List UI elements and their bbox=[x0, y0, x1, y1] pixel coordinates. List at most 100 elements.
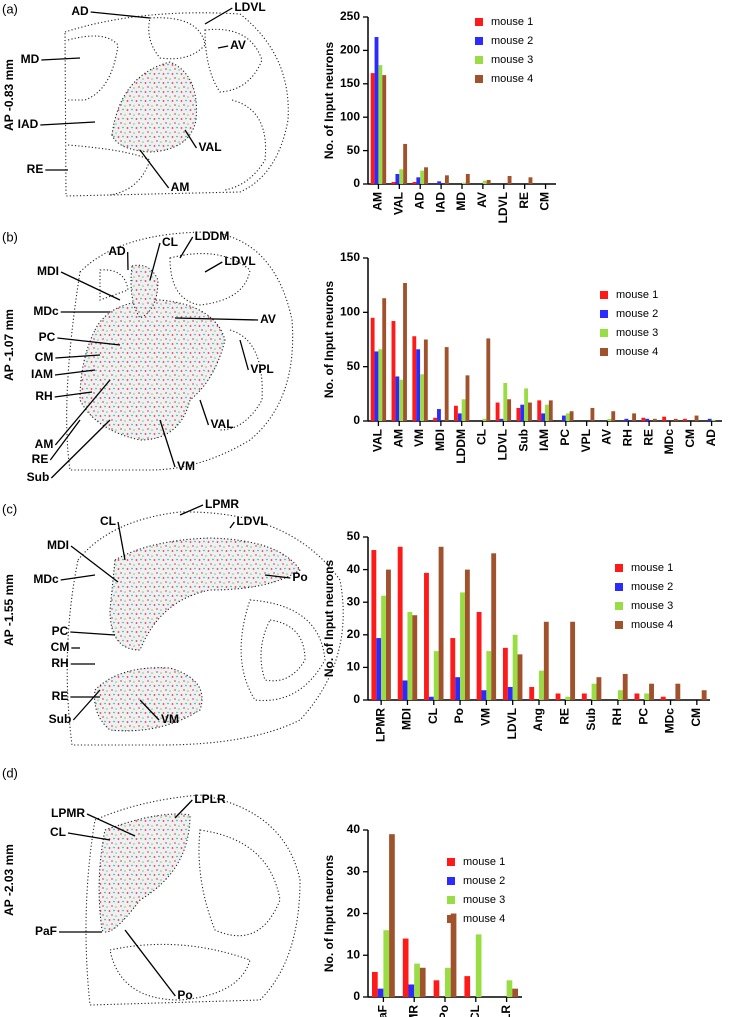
pointer-line bbox=[54, 391, 93, 398]
legend-swatch bbox=[615, 583, 623, 591]
pointer-line bbox=[199, 399, 210, 426]
legend-label: mouse 1 bbox=[463, 856, 505, 868]
x-tick-label: Sub bbox=[516, 429, 530, 452]
x-tick-label: AD bbox=[704, 429, 718, 447]
x-tick-label: AM bbox=[371, 192, 385, 211]
y-tick-label: 150 bbox=[340, 250, 360, 264]
atlas-b bbox=[66, 231, 294, 471]
region-label: IAD bbox=[18, 117, 39, 131]
x-tick-label: VM bbox=[479, 708, 493, 726]
x-tick-label: RH bbox=[620, 429, 634, 446]
x-tick-label: LPMR bbox=[373, 708, 387, 742]
legend-label: mouse 4 bbox=[491, 73, 533, 85]
atlas-a bbox=[64, 12, 289, 197]
x-tick-label: VM bbox=[412, 429, 426, 447]
bar bbox=[420, 374, 424, 421]
legend-swatch bbox=[475, 75, 483, 83]
bar bbox=[555, 693, 561, 700]
x-tick-label: Sub bbox=[584, 708, 598, 731]
bar bbox=[491, 553, 497, 700]
bar bbox=[423, 339, 428, 421]
legend-swatch bbox=[615, 564, 623, 572]
x-tick-label: LDVL bbox=[496, 429, 510, 460]
region-label: LDVL bbox=[236, 514, 267, 528]
section-label: AP -0.83 mm bbox=[2, 59, 16, 131]
region-label: VAL bbox=[210, 417, 233, 431]
bar bbox=[528, 402, 532, 421]
y-tick-label: 100 bbox=[340, 109, 360, 123]
region-label: CL bbox=[100, 514, 116, 528]
region-label: Sub bbox=[49, 712, 72, 726]
y-tick-label: 0 bbox=[353, 692, 360, 706]
bar bbox=[408, 984, 415, 997]
bar bbox=[383, 930, 390, 997]
bar bbox=[506, 980, 513, 997]
bar bbox=[486, 338, 491, 421]
section-label: AP -1.07 mm bbox=[2, 309, 16, 381]
region-label: MD bbox=[21, 52, 40, 66]
pointer-line bbox=[54, 379, 111, 446]
legend-label: mouse 3 bbox=[631, 600, 673, 612]
bar bbox=[465, 375, 470, 421]
x-tick-label: RE bbox=[641, 429, 655, 446]
bar bbox=[464, 569, 470, 700]
bar bbox=[381, 595, 387, 700]
bar bbox=[455, 677, 461, 700]
bar bbox=[541, 413, 545, 421]
atlas-c bbox=[66, 511, 344, 746]
region-label: RE bbox=[32, 452, 49, 466]
region-label: VAL bbox=[198, 140, 221, 154]
legend-label: mouse 4 bbox=[463, 913, 505, 925]
y-tick-label: 30 bbox=[347, 864, 361, 878]
y-tick-label: 40 bbox=[347, 822, 361, 836]
x-tick-label: VAL bbox=[392, 192, 406, 215]
y-tick-label: 150 bbox=[340, 76, 360, 90]
bar bbox=[641, 417, 646, 421]
region-label: LPMR bbox=[205, 497, 239, 511]
region-label: CM bbox=[51, 640, 70, 654]
bar bbox=[395, 173, 400, 184]
atlas-d bbox=[85, 794, 301, 1006]
bar bbox=[376, 638, 382, 700]
bar bbox=[460, 592, 465, 700]
legend-swatch bbox=[600, 329, 608, 337]
x-tick-label: LPLR bbox=[499, 1005, 513, 1017]
bar bbox=[412, 615, 418, 700]
bar bbox=[617, 690, 623, 700]
x-tick-label: PC bbox=[558, 429, 572, 446]
y-tick-label: 0 bbox=[353, 176, 360, 190]
region-label: MDI bbox=[37, 264, 59, 278]
legend-swatch bbox=[600, 348, 608, 356]
bar bbox=[403, 282, 407, 421]
legend-label: mouse 4 bbox=[631, 619, 673, 631]
bar bbox=[445, 967, 451, 997]
bar bbox=[499, 418, 504, 421]
region-label: Sub bbox=[27, 470, 50, 484]
bar bbox=[372, 971, 378, 997]
legend-swatch bbox=[475, 56, 483, 64]
bar bbox=[377, 988, 384, 997]
x-tick-label: RH bbox=[610, 708, 624, 725]
bar bbox=[444, 347, 449, 421]
bar bbox=[512, 634, 518, 700]
bar bbox=[675, 683, 681, 700]
x-tick-label: MD bbox=[454, 192, 468, 211]
region-label: LDVL bbox=[234, 0, 265, 14]
legend-swatch bbox=[615, 621, 623, 629]
x-tick-label: CM bbox=[538, 192, 552, 211]
pointer-line bbox=[40, 121, 96, 126]
y-tick-label: 20 bbox=[347, 627, 361, 641]
bar bbox=[389, 834, 395, 997]
legend-swatch bbox=[600, 310, 608, 318]
region-label: MDc bbox=[33, 304, 59, 318]
bar bbox=[503, 382, 508, 421]
y-tick-label: 0 bbox=[353, 413, 360, 427]
bar bbox=[433, 980, 440, 997]
pointer-line bbox=[60, 574, 96, 581]
legend-label: mouse 2 bbox=[631, 581, 673, 593]
bar bbox=[581, 693, 587, 700]
bar bbox=[476, 611, 482, 700]
bar bbox=[644, 693, 650, 700]
legend-swatch bbox=[475, 37, 483, 45]
bar bbox=[465, 173, 470, 184]
